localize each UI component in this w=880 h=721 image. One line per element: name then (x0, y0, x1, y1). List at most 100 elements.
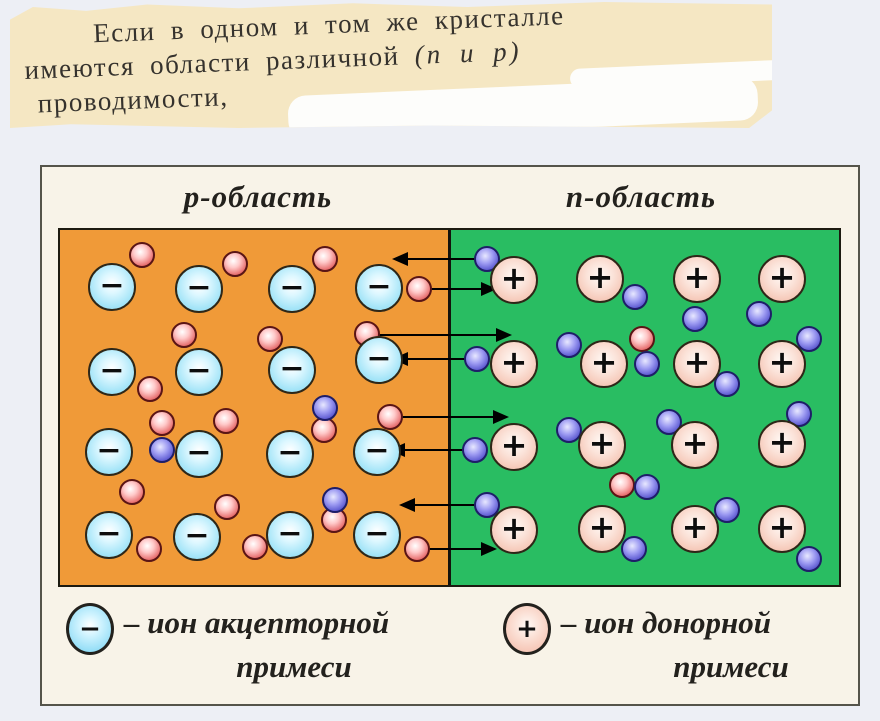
electron-particle (556, 332, 582, 358)
legend-acceptor-ion-icon: − (66, 603, 114, 655)
legend-donor-ion-icon: + (503, 603, 551, 655)
electron-particle (796, 546, 822, 572)
acceptor-ion: − (268, 265, 316, 313)
arrow-head-right-icon (493, 410, 509, 424)
donor-ion: + (671, 421, 719, 469)
acceptor-ion-symbol: − (279, 269, 305, 305)
acceptor-ion-symbol: − (184, 517, 210, 553)
acceptor-ion-symbol: − (186, 434, 212, 470)
arrow-head-left-icon (399, 498, 415, 512)
particles-layer: − − − − − − − − − − − − − − − − + + + + + + + + + + + + + + + + (60, 230, 839, 585)
legend-donor-text: – ион донорной примеси (561, 601, 880, 689)
acceptor-ion-symbol: − (366, 268, 392, 304)
electron-particle (746, 301, 772, 327)
hole-particle (119, 479, 145, 505)
acceptor-ion-symbol: − (364, 432, 390, 468)
acceptor-ion: − (353, 428, 401, 476)
n-region-label: n-область (565, 179, 717, 214)
scanned-caption-paper: Если в одном и том же кристалле имеются … (10, 2, 772, 128)
acceptor-ion: − (175, 348, 223, 396)
donor-ion: + (758, 255, 806, 303)
legend-minus-symbol: − (79, 614, 101, 644)
acceptor-ion: − (355, 336, 403, 384)
electron-particle (682, 306, 708, 332)
donor-ion: + (490, 423, 538, 471)
acceptor-ion: − (85, 428, 133, 476)
donor-ion-symbol: + (681, 424, 709, 462)
hole-particle (257, 326, 283, 352)
donor-ion: + (758, 420, 806, 468)
hole-particle (136, 536, 162, 562)
acceptor-ion-symbol: − (279, 350, 305, 386)
diffusion-arrow-right (367, 328, 512, 342)
donor-ion: + (673, 340, 721, 388)
donor-ion: + (490, 256, 538, 304)
donor-ion: + (671, 505, 719, 553)
acceptor-ion: − (173, 513, 221, 561)
hole-particle (214, 494, 240, 520)
hole-particle (213, 408, 239, 434)
acceptor-ion: − (266, 430, 314, 478)
diffusion-arrow-right (417, 542, 497, 556)
electron-particle (714, 371, 740, 397)
electron-particle (796, 326, 822, 352)
acceptor-ion: − (88, 348, 136, 396)
acceptor-ion-symbol: − (96, 515, 122, 551)
acceptor-ion-symbol: − (186, 352, 212, 388)
donor-ion-symbol: + (683, 343, 711, 381)
donor-ion-symbol: + (500, 426, 528, 464)
p-region-label: p-область (183, 179, 333, 214)
hole-particle (242, 534, 268, 560)
acceptor-ion: − (88, 263, 136, 311)
arrow-head-right-icon (496, 328, 512, 342)
legend-donor-line1: – ион донорной (561, 605, 771, 640)
donor-ion-symbol: + (768, 343, 796, 381)
hole-particle (629, 326, 655, 352)
acceptor-ion-symbol: − (99, 267, 125, 303)
hole-particle (222, 251, 248, 277)
donor-ion: + (578, 505, 626, 553)
acceptor-ion-symbol: − (186, 269, 212, 305)
hole-particle (149, 410, 175, 436)
donor-ion: + (673, 255, 721, 303)
legend-acceptor-line1: – ион акцепторной (124, 605, 390, 640)
electron-particle (634, 474, 660, 500)
donor-ion: + (580, 340, 628, 388)
acceptor-ion: − (85, 511, 133, 559)
donor-ion-symbol: + (590, 343, 618, 381)
donor-ion-symbol: + (768, 258, 796, 296)
legend-donor-line2: примеси (673, 649, 789, 684)
pn-junction-diagram: p-область n-область − − − − − − − − − − − − − − − − + + + +… (40, 165, 860, 706)
donor-ion: + (490, 340, 538, 388)
electron-particle (464, 346, 490, 372)
caption-np-math: (n и p) (414, 35, 523, 70)
electron-particle (462, 437, 488, 463)
acceptor-ion: − (268, 346, 316, 394)
acceptor-ion-symbol: − (96, 432, 122, 468)
donor-ion-symbol: + (500, 343, 528, 381)
crystal-rect: − − − − − − − − − − − − − − − − + + + + + + + + + + + + + + + + (58, 228, 841, 587)
donor-ion-symbol: + (588, 424, 616, 462)
acceptor-ion-symbol: − (366, 340, 392, 376)
electron-particle (474, 246, 500, 272)
donor-ion-symbol: + (500, 259, 528, 297)
donor-ion: + (758, 340, 806, 388)
electron-particle (556, 417, 582, 443)
acceptor-ion: − (353, 511, 401, 559)
donor-ion: + (490, 506, 538, 554)
electron-particle (149, 437, 175, 463)
acceptor-ion-symbol: − (277, 515, 303, 551)
acceptor-ion-symbol: − (364, 515, 390, 551)
electron-particle (322, 487, 348, 513)
acceptor-ion: − (175, 430, 223, 478)
hole-particle (404, 536, 430, 562)
hole-particle (377, 404, 403, 430)
donor-ion: + (578, 421, 626, 469)
donor-ion-symbol: + (586, 258, 614, 296)
hole-particle (321, 507, 347, 533)
arrow-head-left-icon (392, 252, 408, 266)
acceptor-ion-symbol: − (99, 352, 125, 388)
legend-plus-symbol: + (516, 614, 538, 644)
diffusion-arrow-left (399, 498, 487, 512)
donor-ion-symbol: + (500, 509, 528, 547)
